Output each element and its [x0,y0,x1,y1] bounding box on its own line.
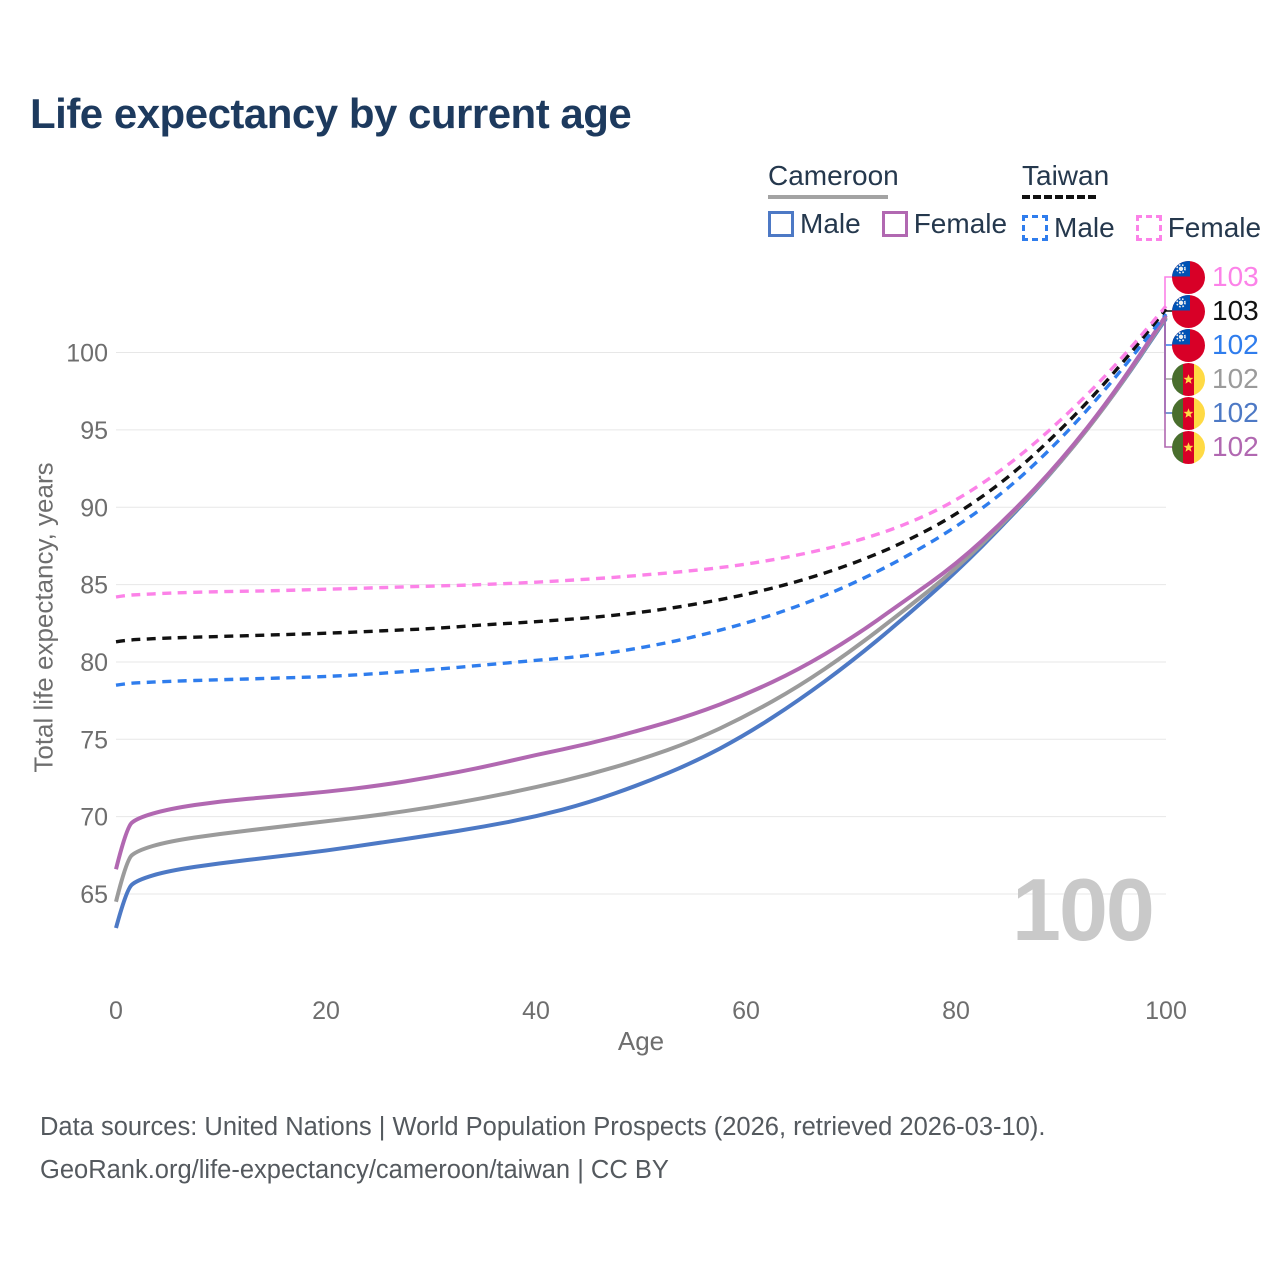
legend-swatch-taiwan-female[interactable] [1135,215,1162,241]
x-tick-label: 60 [732,997,760,1025]
legend-taiwan-line-swatch [1022,195,1096,203]
taiwan-flag-icon [1172,294,1205,328]
x-tick-label: 80 [942,997,970,1025]
cameroon-flag-icon [1172,430,1205,464]
end-label-taiwan-male: 102 [1172,328,1259,362]
end-label-connector [1164,309,1174,312]
end-label-value: 102 [1212,431,1259,462]
series-line-cameroon-female[interactable] [114,314,1168,870]
page-title: Life expectancy by current age [30,90,632,137]
legend-group-taiwan: Taiwan Male Female [1022,160,1280,244]
age-watermark: 100 [1012,860,1155,959]
y-tick-label: 85 [80,572,108,600]
footer-sources: Data sources: United Nations | World Pop… [40,1113,1046,1141]
legend-cameroon-label[interactable]: Cameroon [768,160,899,191]
end-label-value: 102 [1212,329,1259,360]
taiwan-flag-icon [1172,260,1205,294]
y-tick-label: 100 [66,340,108,368]
x-tick-label: 0 [109,997,123,1025]
series-line-taiwan-male[interactable] [115,312,1168,687]
y-tick-label: 90 [80,494,108,522]
end-label-connector [1164,315,1174,448]
legend-cameroon-female-label[interactable]: Female [913,208,1008,239]
end-label-value: 102 [1212,363,1259,394]
end-label-connector [1164,276,1174,307]
y-axis-title: Total life expectancy, years [28,462,59,773]
cameroon-flag-icon [1172,396,1205,430]
end-label-value: 102 [1212,397,1259,428]
series-line-cameroon-total[interactable] [114,315,1168,903]
legend-swatch-taiwan-male[interactable] [1022,215,1048,241]
end-label-taiwan-total: 103 [1172,294,1259,328]
end-label-value: 103 [1212,295,1259,326]
y-tick-label: 95 [80,417,108,445]
y-tick-label: 75 [80,726,108,754]
end-label-value: 103 [1212,261,1259,292]
footer-attribution: GeoRank.org/life-expectancy/cameroon/tai… [40,1156,669,1184]
series-line-cameroon-male[interactable] [114,317,1168,929]
x-tick-label: 20 [312,997,340,1025]
footer: Data sources: United Nations | World Pop… [40,1106,1045,1192]
x-tick-label: 100 [1145,997,1187,1025]
taiwan-flag-icon [1172,328,1205,362]
series-line-taiwan-female[interactable] [115,305,1168,599]
legend-swatch-cameroon-female[interactable] [881,211,908,237]
legend-group-cameroon: Cameroon Male Female [768,160,1028,240]
legend-cameroon-male-label[interactable]: Male [800,208,861,239]
end-label-cameroon-male: 102 [1172,396,1259,430]
y-tick-label: 65 [80,881,108,909]
end-label-cameroon-female: 102 [1172,430,1259,464]
x-tick-label: 40 [522,997,550,1025]
legend-taiwan-male-label[interactable]: Male [1054,212,1115,243]
legend-taiwan-label[interactable]: Taiwan [1022,160,1110,191]
end-label-taiwan-female: 103 [1172,260,1259,294]
y-tick-label: 70 [80,804,108,832]
end-label-cameroon-total: 102 [1172,362,1259,396]
legend-taiwan-female-label[interactable]: Female [1167,212,1262,243]
y-tick-label: 80 [80,649,108,677]
legend-swatch-cameroon-male[interactable] [768,211,794,237]
cameroon-flag-icon [1172,362,1205,396]
legend-cameroon-line-swatch [768,195,888,199]
series-line-taiwan-total[interactable] [115,308,1168,644]
x-axis-title: Age [617,1026,665,1056]
